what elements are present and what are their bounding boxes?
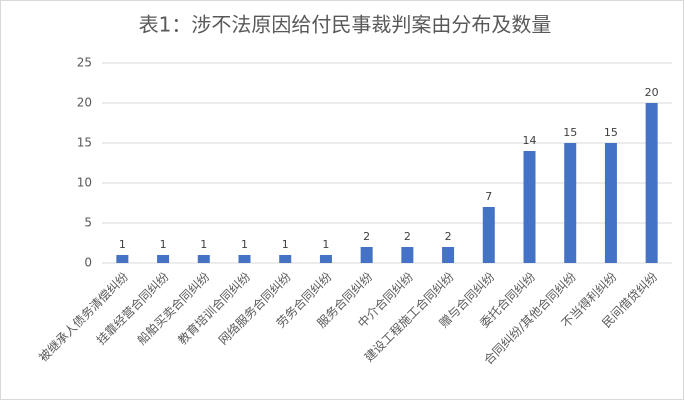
y-tick-label: 5 [84, 216, 92, 230]
bar [157, 255, 170, 263]
data-label: 2 [404, 230, 411, 243]
data-label: 1 [322, 238, 329, 251]
y-tick-label: 0 [84, 256, 92, 270]
data-label: 1 [241, 238, 248, 251]
data-label: 15 [563, 126, 577, 139]
data-label: 1 [119, 238, 126, 251]
bar [442, 247, 455, 263]
bar [564, 143, 577, 263]
data-label: 1 [200, 238, 207, 251]
y-tick-label: 25 [77, 56, 92, 70]
y-tick-label: 15 [77, 136, 92, 150]
y-tick-label: 10 [77, 176, 92, 190]
bar [197, 255, 210, 263]
bar [360, 247, 373, 263]
data-label: 1 [282, 238, 289, 251]
data-label: 7 [485, 190, 492, 203]
data-label: 1 [160, 238, 167, 251]
data-label: 14 [523, 134, 537, 147]
bar [116, 255, 129, 263]
chart-title: 表1：涉不法原因给付民事裁判案由分布及数量 [139, 13, 552, 37]
bar [604, 143, 617, 263]
bar [523, 151, 536, 263]
bar [645, 103, 658, 263]
bar [482, 207, 495, 263]
y-tick-label: 20 [77, 96, 92, 110]
data-label: 2 [363, 230, 370, 243]
bar [238, 255, 251, 263]
data-label: 15 [604, 126, 618, 139]
bar [319, 255, 332, 263]
bar [279, 255, 292, 263]
data-label: 2 [445, 230, 452, 243]
data-label: 20 [645, 86, 659, 99]
bar [401, 247, 414, 263]
